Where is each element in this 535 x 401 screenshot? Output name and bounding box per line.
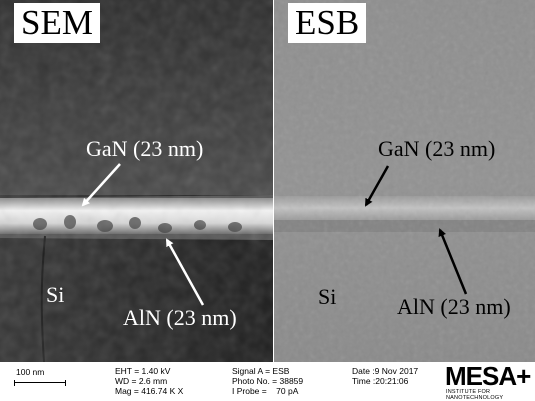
- panel-divider: [273, 0, 274, 362]
- mag-value: Mag = 416.74 K X: [115, 386, 184, 396]
- mesa-logo: MESA+: [445, 361, 531, 391]
- esb-tag: ESB: [288, 3, 367, 43]
- signal-value: Signal A = ESB: [232, 366, 290, 376]
- sem-si-label: Si: [46, 282, 65, 307]
- time-value: Time :20:21:06: [352, 376, 409, 386]
- esb-micrograph: [274, 0, 535, 362]
- sem-aln-label: AlN (23 nm): [123, 305, 237, 330]
- esb-gan-label: GaN (23 nm): [378, 136, 496, 161]
- mesa-logo-subtitle: INSTITUTE FOR NANOTECHNOLOGY: [446, 389, 504, 401]
- acquisition-params: EHT = 1.40 kV WD = 2.6 mm Mag = 416.74 K…: [115, 366, 183, 396]
- sem-tag: SEM: [14, 3, 100, 43]
- esb-si-label: Si: [318, 284, 337, 309]
- sem-gan-arrow: [81, 163, 121, 207]
- sem-arrows: [81, 163, 205, 306]
- scale-bar-label: 100 nm: [16, 367, 45, 377]
- scale-bar: [14, 380, 66, 386]
- wd-value: WD = 2.6 mm: [115, 376, 168, 386]
- timestamp: Date :9 Nov 2017 Time :20:21:06: [352, 366, 418, 386]
- sem-info-bar: 100 nm EHT = 1.40 kV WD = 2.6 mm Mag = 4…: [0, 361, 535, 401]
- esb-panel: ESB GaN (23 nm) Si AlN (23 nm): [274, 0, 535, 362]
- esb-gan-arrow: [364, 165, 390, 207]
- sem-gan-label: GaN (23 nm): [86, 136, 204, 161]
- signal-params: Signal A = ESB Photo No. = 38859 I Probe…: [232, 366, 303, 396]
- sem-micrograph: [0, 0, 273, 362]
- esb-aln-arrow: [438, 228, 468, 295]
- esb-aln-label: AlN (23 nm): [397, 294, 511, 319]
- sem-panel: SEM GaN (23 nm) Si AlN (23 nm): [0, 0, 273, 362]
- sem-aln-arrow: [165, 238, 205, 306]
- esb-arrows: [364, 165, 468, 295]
- probe-current: I Probe = 70 pA: [232, 386, 299, 396]
- date-value: Date :9 Nov 2017: [352, 366, 419, 376]
- photo-number: Photo No. = 38859: [232, 376, 304, 386]
- eht-value: EHT = 1.40 kV: [115, 366, 171, 376]
